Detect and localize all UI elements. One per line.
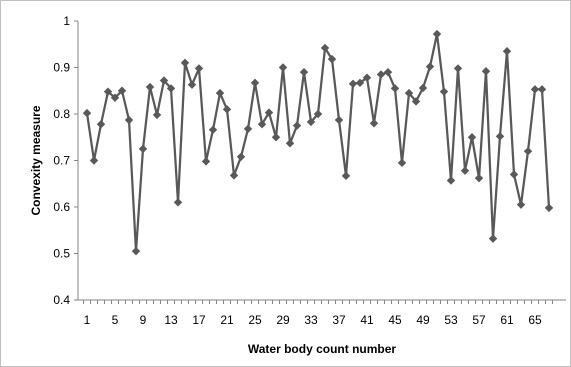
- data-point-marker: [299, 67, 309, 77]
- data-point-marker: [180, 58, 190, 68]
- x-tick-label: 49: [416, 313, 430, 327]
- data-point-marker: [495, 132, 505, 141]
- data-point-marker: [474, 173, 484, 183]
- data-point-marker: [152, 110, 162, 120]
- x-tick-label: 9: [140, 313, 147, 327]
- data-point-marker: [383, 67, 393, 77]
- data-point-marker: [89, 156, 99, 165]
- data-point-marker: [173, 198, 183, 207]
- x-tick-label: 53: [444, 313, 458, 327]
- x-tick-label: 29: [276, 313, 290, 327]
- y-tick-label: 1: [63, 14, 70, 28]
- x-tick-label: 57: [472, 313, 486, 327]
- data-point-marker: [467, 133, 477, 142]
- data-point-marker: [530, 85, 540, 94]
- x-tick-label: 13: [164, 313, 178, 327]
- x-axis-ticks: 1 5 9 13 17 21 25 29 33 37 41 45 49 53 57 61 65: [83, 300, 553, 327]
- x-tick-label: 37: [332, 313, 346, 327]
- data-point-marker: [131, 246, 141, 256]
- data-point-marker: [488, 234, 498, 243]
- y-tick-label: 0.8: [53, 107, 70, 121]
- data-point-marker: [453, 64, 463, 73]
- data-point-marker: [138, 144, 148, 154]
- data-point-marker: [411, 97, 421, 106]
- y-tick-label: 0.7: [53, 154, 70, 168]
- data-point-marker: [229, 171, 239, 180]
- x-tick-label: 1: [84, 313, 91, 327]
- data-point-marker: [110, 93, 120, 102]
- y-tick-label: 0.4: [53, 293, 70, 307]
- data-point-marker: [215, 88, 225, 98]
- data-point-marker: [502, 47, 512, 56]
- y-tick-label: 0.5: [53, 247, 70, 261]
- x-tick-label: 17: [192, 313, 206, 327]
- data-point-marker: [509, 170, 519, 179]
- data-point-marker: [390, 84, 400, 93]
- y-axis-ticks: 0.4 0.5 0.6 0.7 0.8 0.9 1: [53, 14, 78, 307]
- data-point-marker: [166, 84, 176, 93]
- x-tick-label: 21: [220, 313, 234, 327]
- y-tick-label: 0.6: [53, 200, 70, 214]
- data-point-marker: [96, 120, 106, 129]
- series-layer: [82, 29, 554, 256]
- x-axis-title: Water body count number: [248, 342, 397, 356]
- x-tick-label: 5: [112, 313, 119, 327]
- y-tick-label: 0.9: [53, 61, 70, 75]
- data-point-marker: [145, 82, 155, 92]
- data-point-marker: [222, 105, 232, 114]
- data-point-marker: [439, 87, 449, 96]
- y-axis-title: Convexity measure: [29, 105, 43, 215]
- series-line: [85, 32, 551, 253]
- data-point-marker: [187, 80, 197, 89]
- x-tick-label: 61: [500, 313, 514, 327]
- data-point-marker: [208, 125, 218, 135]
- data-point-marker: [271, 133, 281, 142]
- data-point-marker: [82, 108, 92, 118]
- data-point-marker: [334, 115, 344, 125]
- data-point-marker: [320, 43, 330, 53]
- x-tick-label: 33: [304, 313, 318, 327]
- data-point-marker: [257, 120, 267, 129]
- data-point-marker: [159, 76, 169, 85]
- data-point-marker: [446, 176, 456, 185]
- data-point-marker: [397, 158, 407, 168]
- x-tick-label: 25: [248, 313, 262, 327]
- data-point-marker: [278, 63, 288, 72]
- data-point-marker: [292, 121, 302, 130]
- data-point-marker: [285, 139, 295, 148]
- data-point-marker: [243, 124, 253, 134]
- data-point-marker: [194, 64, 204, 73]
- data-point-marker: [236, 152, 246, 161]
- data-point-marker: [425, 62, 435, 71]
- data-point-marker: [348, 79, 358, 88]
- data-point-marker: [418, 83, 428, 93]
- data-point-marker: [537, 85, 547, 94]
- data-point-marker: [201, 157, 211, 166]
- data-point-marker: [481, 67, 491, 76]
- data-point-marker: [306, 117, 316, 127]
- x-tick-label: 65: [528, 313, 542, 327]
- data-point-marker: [516, 200, 526, 209]
- data-point-marker: [369, 119, 379, 128]
- x-tick-label: 41: [360, 313, 374, 327]
- data-point-marker: [404, 88, 414, 98]
- data-point-marker: [117, 86, 127, 95]
- data-point-marker: [544, 203, 554, 213]
- data-point-marker: [460, 166, 470, 175]
- data-point-marker: [341, 171, 351, 181]
- data-point-marker: [523, 147, 533, 156]
- data-point-marker: [124, 115, 134, 125]
- data-point-marker: [432, 29, 442, 39]
- data-point-marker: [376, 70, 386, 79]
- data-point-marker: [327, 54, 337, 64]
- data-point-marker: [355, 78, 365, 88]
- data-point-marker: [362, 73, 372, 82]
- x-tick-label: 45: [388, 313, 402, 327]
- data-point-marker: [313, 109, 323, 119]
- data-point-marker: [250, 78, 260, 88]
- data-point-marker: [264, 108, 274, 117]
- data-point-marker: [103, 87, 113, 96]
